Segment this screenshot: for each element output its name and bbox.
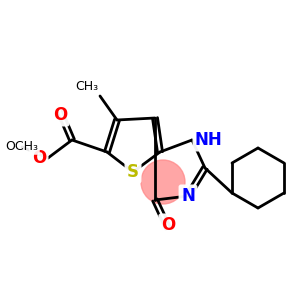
Text: N: N bbox=[181, 187, 195, 205]
Text: CH₃: CH₃ bbox=[75, 80, 98, 93]
Text: O: O bbox=[32, 149, 46, 167]
Text: NH: NH bbox=[195, 131, 223, 149]
Text: S: S bbox=[127, 163, 139, 181]
Text: O: O bbox=[161, 216, 175, 234]
Text: O: O bbox=[53, 106, 67, 124]
Text: OCH₃: OCH₃ bbox=[5, 140, 38, 154]
Circle shape bbox=[141, 160, 185, 204]
